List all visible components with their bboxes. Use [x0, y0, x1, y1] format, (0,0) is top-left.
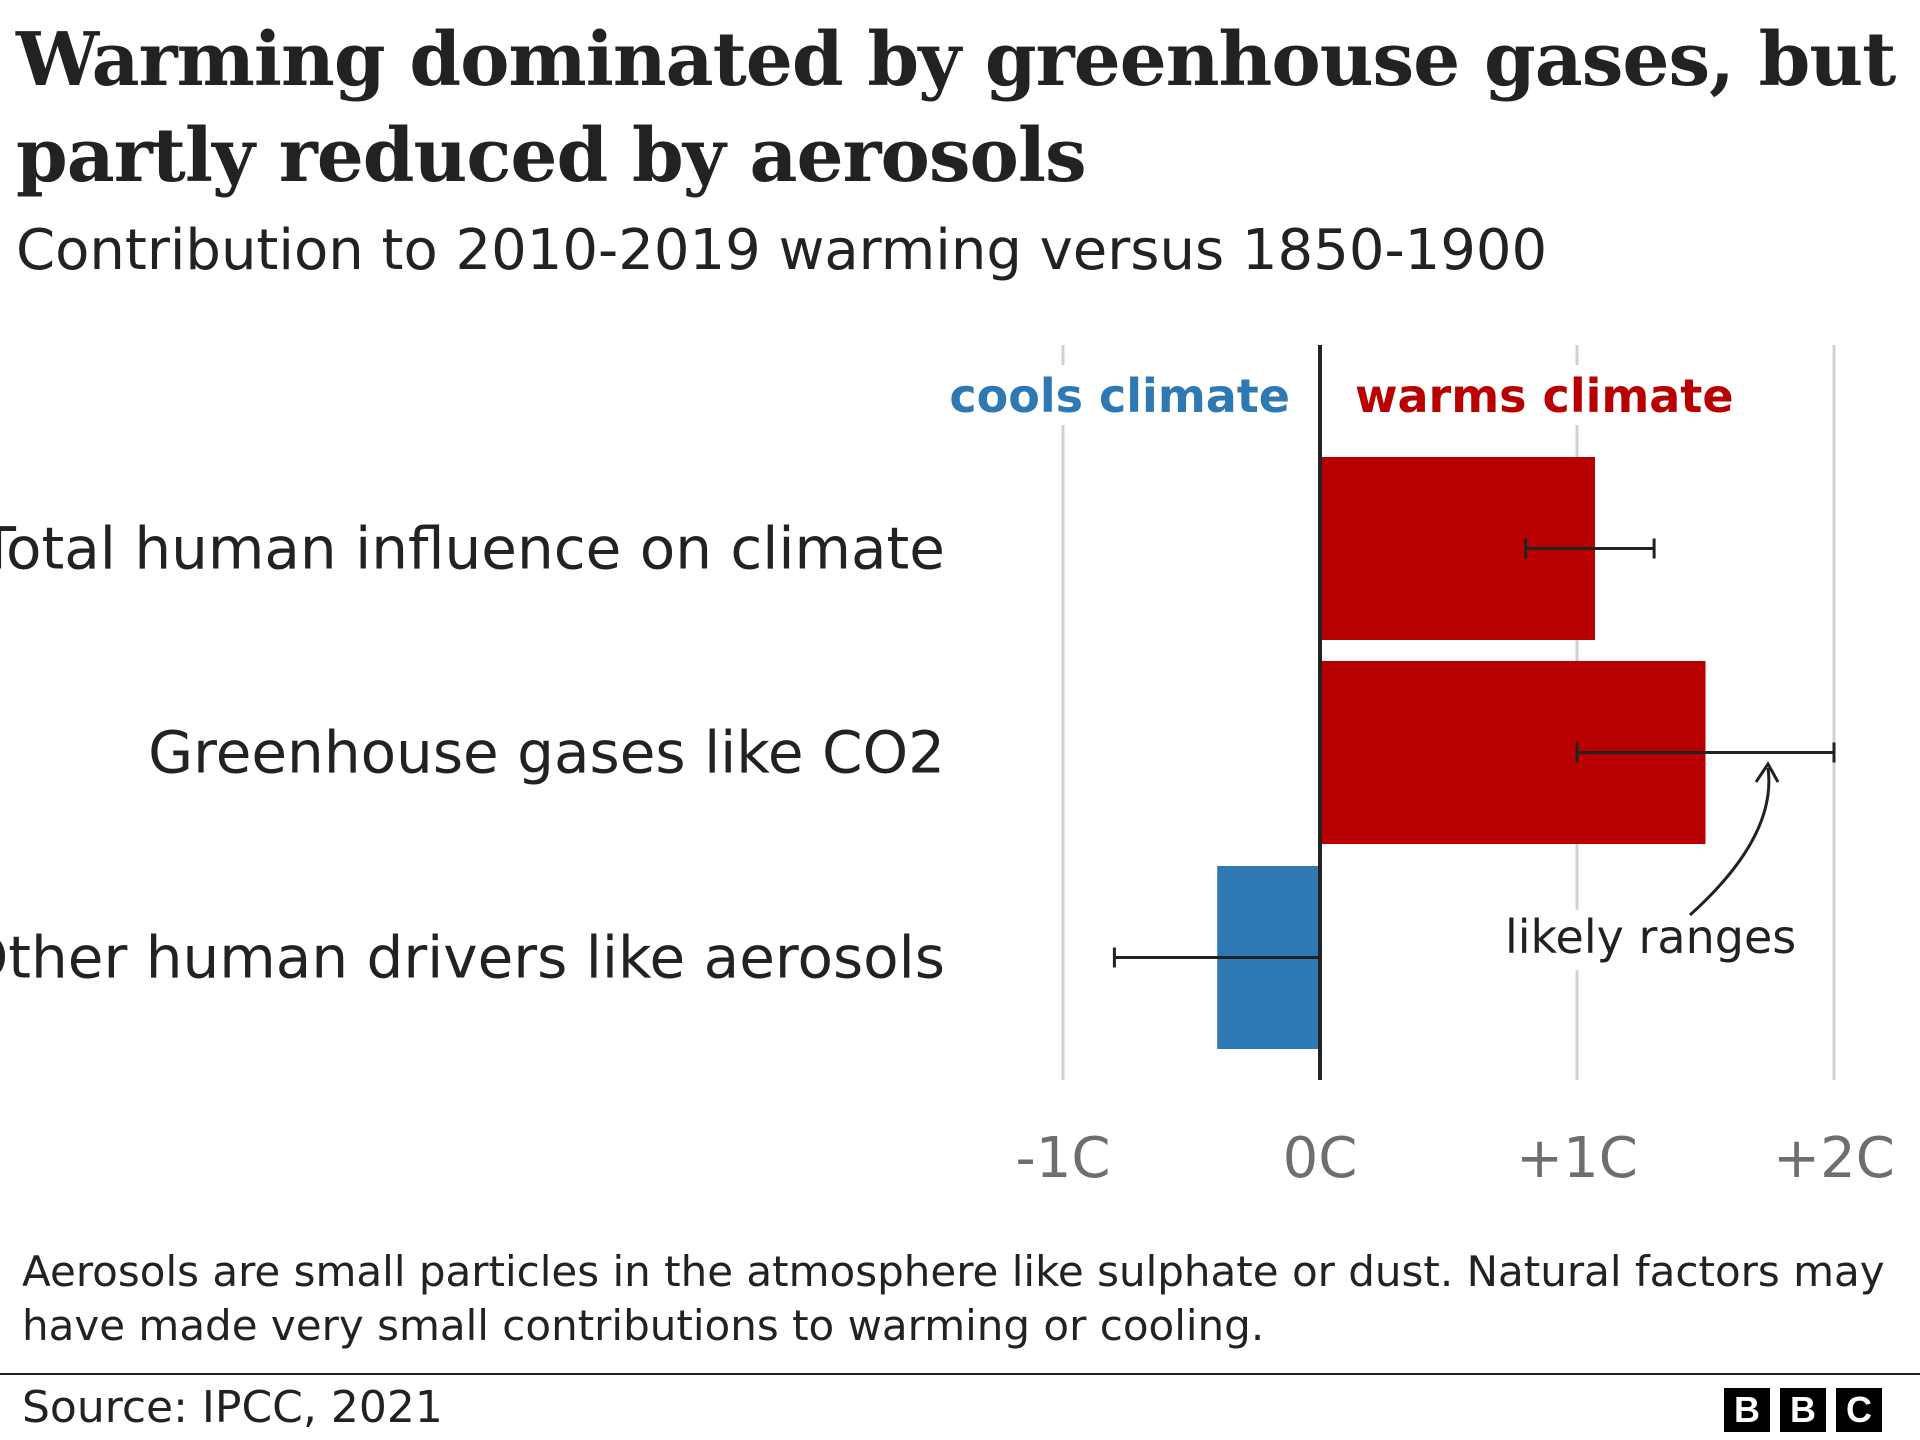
label-background — [1500, 910, 1820, 970]
x-tick-label: 0C — [1283, 1126, 1358, 1191]
category-label: Other human drivers like aerosols — [0, 924, 945, 992]
source-label: Source: IPCC, 2021 — [22, 1382, 443, 1433]
category-label: Greenhouse gases like CO2 — [148, 719, 945, 787]
label-background — [960, 365, 1300, 425]
x-tick-label: -1C — [1016, 1126, 1111, 1191]
x-tick-label: +1C — [1516, 1126, 1638, 1191]
bar-chart: Total human influence on climate Greenhou… — [0, 345, 1895, 1191]
footnote: Aerosols are small particles in the atmo… — [22, 1247, 1885, 1350]
annotation-arrow — [1688, 761, 1780, 917]
chart-title: Warming dominated by greenhouse gases, b… — [16, 17, 1896, 199]
label-background — [1350, 365, 1720, 425]
footer-divider — [0, 1373, 1920, 1375]
x-tick-label: +2C — [1773, 1126, 1895, 1191]
bbc-logo: B B C — [1724, 1388, 1882, 1432]
warms-climate-label: warms climate — [1355, 369, 1734, 423]
logo-letter: B — [1724, 1388, 1770, 1432]
chart-subtitle: Contribution to 2010-2019 warming versus… — [16, 218, 1548, 283]
logo-letter: B — [1780, 1388, 1826, 1432]
logo-letter: C — [1836, 1388, 1882, 1432]
likely-ranges-annotation: likely ranges — [1505, 910, 1796, 964]
cools-climate-label: cools climate — [949, 369, 1290, 423]
category-label: Total human influence on climate — [0, 515, 945, 583]
